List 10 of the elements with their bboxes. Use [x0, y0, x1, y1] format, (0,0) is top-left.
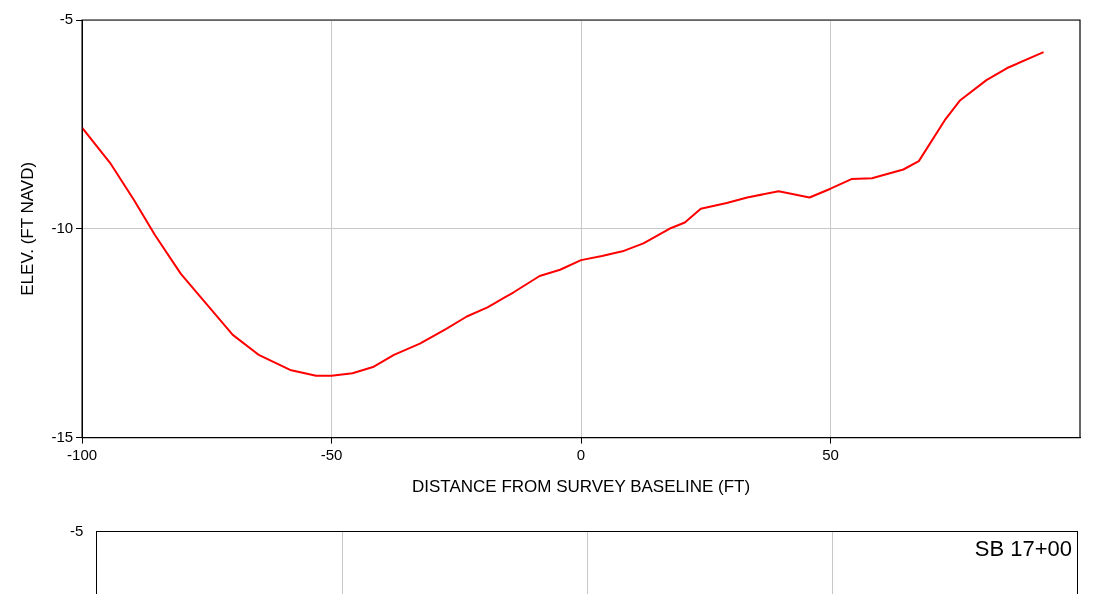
x-axis-title: DISTANCE FROM SURVEY BASELINE (FT)	[411, 477, 751, 497]
y-tick-label: -5	[59, 10, 74, 28]
x-tick-label: -50	[320, 445, 343, 463]
y-axis-title: ELEV. (FT NAVD)	[17, 161, 37, 296]
y-tick-label: -10	[51, 218, 74, 236]
x-tick-label: 0	[576, 445, 586, 463]
x-tick-label: 50	[822, 445, 839, 463]
x-tick-label: -100	[67, 445, 98, 463]
y-tick-label: -15	[51, 427, 74, 445]
text: SB 17+00	[974, 536, 1072, 562]
